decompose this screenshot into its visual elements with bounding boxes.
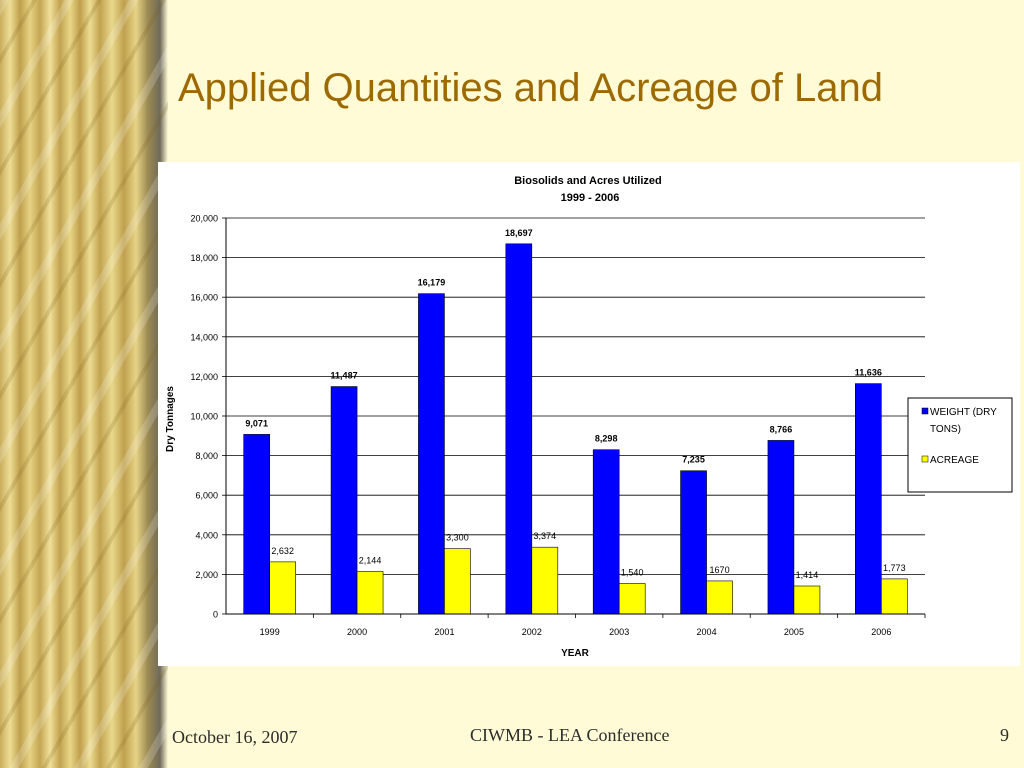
data-label-weight: 9,071 [245,418,268,428]
bar-acreage [444,548,471,615]
bar-acreage [881,578,908,615]
bar-weight [418,293,445,615]
x-tick-label: 2004 [697,627,717,637]
bar-weight [767,440,795,615]
footer-date: October 16, 2007 [172,727,298,747]
y-axis-title: Dry Tonnages [165,386,176,452]
bar-weight [505,243,533,615]
axes: 0 2,000 4,000 6,000 8,000 10,000 12,000 14,000 1… [190,214,926,637]
y-tick-label: 12,000 [190,372,218,382]
y-tick-label: 2,000 [195,570,218,580]
chart-subtitle: 1999 - 2006 [561,192,620,204]
x-axis-title: YEAR [561,648,590,659]
data-label-weight: 11,636 [855,368,882,378]
bar-acreage [706,580,733,615]
data-label-acreage: 3,374 [534,531,557,541]
legend-label-weight: WEIGHT (DRY TONS) [930,407,999,435]
data-label-acreage: 1670 [710,565,730,575]
x-tick-label: 2003 [609,627,629,637]
x-tick-label: 1999 [260,627,280,637]
bar-acreage [618,583,646,615]
bar-weight [243,434,270,615]
y-tick-label: 14,000 [190,332,218,342]
chart-title: Biosolids and Acres Utilized [514,175,662,187]
bar-weight [855,383,882,615]
data-label-acreage: 1,773 [883,563,906,573]
bar-acreage [531,546,559,615]
legend-swatch-weight [921,407,929,415]
y-tick-label: 4,000 [195,530,218,540]
bar-acreage [793,585,821,615]
data-label-weight: 8,766 [770,424,793,434]
data-label-acreage: 2,144 [359,556,382,566]
bar-weight [330,386,358,615]
y-tick-label: 10,000 [190,412,218,422]
y-tick-label: 18,000 [190,253,218,263]
data-label-weight: 18,697 [505,228,533,238]
bars: 9,071 2,632 11,487 2,144 16,179 3,300 18,697 3,… [243,228,908,615]
footer-conference: CIWMB - LEA Conference [470,725,670,745]
y-tick-label: 16,000 [190,293,218,303]
x-tick-label: 2002 [522,627,542,637]
x-tick-label: 2006 [871,627,891,637]
bar-acreage [269,561,296,615]
bar-chart: Biosolids and Acres Utilized 1999 - 2006… [165,175,1013,659]
data-label-weight: 11,487 [331,371,358,381]
chart-legend: WEIGHT (DRY TONS) ACREAGE [907,397,1013,493]
x-tick-label: 2000 [347,627,367,637]
data-label-weight: 8,298 [595,434,618,444]
y-tick-label: 6,000 [195,491,218,501]
data-label-weight: 7,235 [682,455,705,465]
data-label-weight: 16,179 [418,278,446,288]
y-tick-label: 8,000 [195,451,218,461]
slide-title: Applied Quantities and Acreage of Land [178,66,883,110]
chart-container: Biosolids and Acres Utilized 1999 - 2006… [158,162,1020,666]
data-label-acreage: 1,414 [796,570,819,580]
y-tick-label: 0 [213,610,218,620]
x-tick-label: 2005 [784,627,804,637]
data-label-acreage: 2,632 [271,546,294,556]
bar-weight [680,470,707,615]
legend-swatch-acreage [921,455,929,463]
y-tick-label: 20,000 [190,214,218,224]
footer-page-number: 9 [1000,725,1009,745]
bar-acreage [356,571,384,615]
decorative-gold-border [0,0,168,768]
bar-weight [592,449,620,615]
data-label-acreage: 3,300 [446,533,469,543]
x-tick-label: 2001 [434,627,454,637]
legend-label-acreage: ACREAGE [930,455,979,466]
data-label-acreage: 1,540 [621,568,644,578]
